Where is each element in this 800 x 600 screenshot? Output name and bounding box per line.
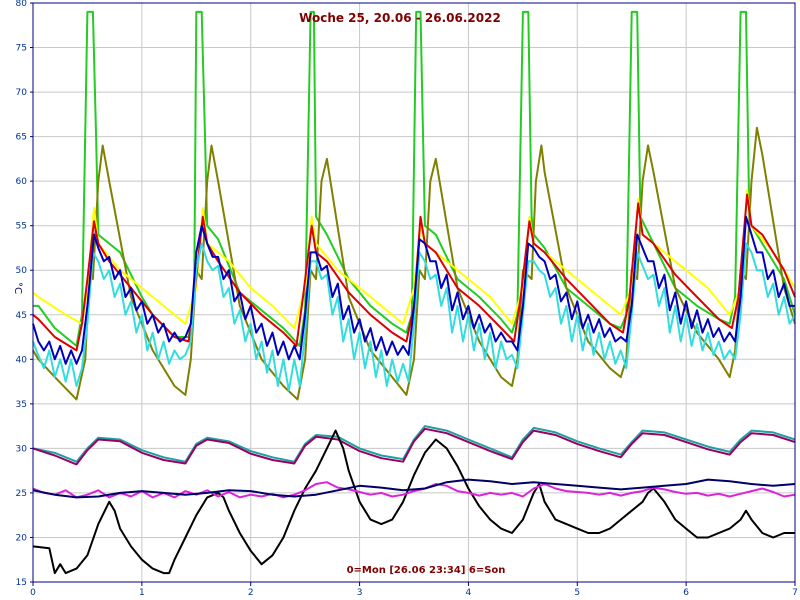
series-line-7 (32, 425, 796, 463)
x-tick-label: 6 (683, 588, 689, 598)
series-line-3 (32, 189, 796, 330)
y-tick-label: 75 (16, 44, 27, 54)
y-tick-label: 20 (16, 533, 28, 543)
y-tick-label: 40 (16, 355, 28, 365)
x-tick-label: 7 (792, 588, 798, 598)
x-tick-label: 3 (357, 588, 363, 598)
y-tick-label: 80 (16, 0, 28, 9)
chart-title: Woche 25, 20.06 - 26.06.2022 (299, 11, 501, 25)
x-tick-label: 1 (139, 588, 145, 598)
series-line-11 (32, 478, 796, 499)
x-tick-label: 4 (466, 588, 472, 598)
y-tick-label: 60 (16, 177, 28, 187)
series-line-5 (32, 242, 796, 392)
x-axis: 0 1 2 3 4 5 6 7 (30, 582, 798, 598)
series-line-2 (32, 126, 796, 401)
y-axis: 15 20 25 30 35 40 45 50 55 60 65 70 75 80 (16, 0, 33, 588)
series-line-8 (32, 427, 796, 466)
x-tick-label: 2 (248, 588, 254, 598)
y-tick-label: 25 (16, 489, 27, 499)
plot-frame (32, 2, 796, 583)
y-tick-label: 15 (16, 578, 27, 588)
x-tick-label: 5 (574, 588, 580, 598)
y-axis-label: °C (12, 282, 23, 294)
series-group (32, 10, 796, 575)
y-tick-label: 45 (16, 311, 27, 321)
x-tick-label: 0 (30, 588, 36, 598)
series-line-6 (32, 215, 795, 365)
y-tick-label: 30 (16, 444, 28, 454)
y-tick-label: 70 (16, 88, 28, 98)
series-line-9 (32, 429, 795, 575)
x-axis-label: 0=Mon [26.06 23:34] 6=Son (347, 565, 506, 576)
y-tick-label: 50 (16, 266, 28, 276)
y-tick-label: 55 (16, 222, 27, 232)
y-tick-label: 35 (16, 400, 27, 410)
y-tick-label: 65 (16, 133, 27, 143)
series-line-10 (32, 481, 796, 499)
